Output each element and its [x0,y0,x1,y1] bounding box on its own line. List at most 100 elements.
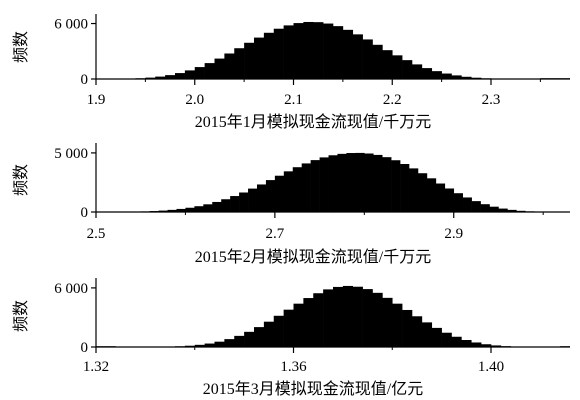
histogram-bar [489,206,499,212]
x-axis-title: 2015年1月模拟现金流现值/千万元 [195,113,431,131]
y-axis-title: 频数 [12,164,30,196]
histogram-bar [402,309,413,347]
histogram-bar [224,53,235,79]
histogram-bar [421,322,433,347]
histogram-bar [412,64,423,79]
histogram-bar [471,342,482,347]
histogram-bar [254,37,265,79]
histogram-bar [303,298,314,347]
histogram-bar [214,58,225,79]
x-tick-label: 1.36 [280,359,307,375]
x-tick-label: 1.9 [87,92,106,108]
histogram-bar [313,22,324,80]
histogram-bar [224,339,235,347]
histogram-bar [333,286,344,347]
histogram-bar [319,157,329,212]
x-tick-label: 2.7 [265,226,284,242]
histogram-bar [204,343,215,347]
histogram-bar [234,335,245,347]
histogram-bar [274,175,285,212]
histogram-bar [444,188,455,212]
x-axis-title: 2015年2月模拟现金流现值/千万元 [195,248,431,266]
histogram-bar [498,208,508,212]
histogram-bar [451,336,462,347]
histogram-bar [328,155,338,212]
y-tick-label: 6 000 [54,17,88,33]
histogram-bar [342,285,354,347]
histogram-bar [382,297,393,347]
histogram-bar [412,316,423,347]
histogram-bar [194,67,205,79]
histogram-bar [462,197,472,212]
histogram-bar [435,183,446,212]
histogram-bar [165,75,176,79]
histogram-bar [382,50,393,79]
histogram-bar [471,201,481,212]
histogram-bar [491,345,502,347]
histogram-bar [431,327,442,347]
y-axis-title: 频数 [12,31,30,63]
histogram-bar [323,289,334,347]
histogram-bar [239,192,249,212]
histogram-bar [310,160,320,212]
histogram-bar [362,289,373,347]
x-tick-label: 2.2 [383,92,402,108]
histogram-bar [409,168,419,212]
histogram-bar [293,23,304,79]
histogram-bar [453,193,463,212]
x-tick-label: 2.0 [185,92,204,108]
x-tick-label: 2.3 [482,92,501,108]
histogram-bar [248,188,258,212]
x-axis-title: 2015年3月模拟现金流现值/亿元 [203,380,423,398]
histogram-bar [323,23,334,79]
histogram-bar [372,44,383,79]
histogram-bar [230,196,240,212]
histogram-bar [204,63,215,79]
histogram-bar [333,26,344,80]
histogram-bar [303,21,314,79]
x-tick-label: 1.32 [83,359,109,375]
histogram-bar [400,164,410,212]
histogram-bar [176,208,186,212]
x-tick-label: 1.40 [478,359,504,375]
histogram-bar [265,180,276,212]
histogram-bar [234,48,245,79]
histogram-bar [364,153,374,212]
histogram-bar [392,303,403,347]
histogram-bar [481,344,492,347]
histogram-bar [263,32,275,79]
histogram-bar [421,68,433,79]
histogram-bar [346,153,356,212]
histogram-bar [507,209,517,212]
histogram-bar [175,73,186,79]
histogram-bar [184,345,196,347]
histogram-bar [480,204,490,212]
x-tick-label: 2.5 [87,226,106,242]
histogram-bar [441,73,452,79]
histogram-bar [254,327,265,347]
histogram-bar [185,207,195,212]
histogram-bar [155,76,166,79]
histogram-bar [392,55,403,79]
histogram-panel-2: 0 5 000 2.5 2.7 2.9 2015年2月模拟现金流现值/千万元 频数 [12,143,571,266]
histogram-bar [256,184,267,212]
histogram-bar [382,157,392,212]
histogram-bar [263,321,275,347]
histogram-bar [167,209,177,212]
histogram-bar [145,77,156,79]
histogram-bar [203,204,213,212]
histogram-bar [313,293,324,347]
histogram-bar [352,286,363,347]
histogram-bar [283,309,294,347]
histogram-bar [194,206,204,212]
histogram-bar [184,70,196,79]
histogram-bar [461,340,472,347]
histogram-bar [292,167,302,212]
histogram-bar [273,28,284,79]
histogram-bar [158,210,168,212]
histogram-bar [301,163,311,212]
x-tick-label: 2.9 [444,226,463,242]
histogram-bar [221,199,231,212]
histogram-bar [362,39,373,79]
